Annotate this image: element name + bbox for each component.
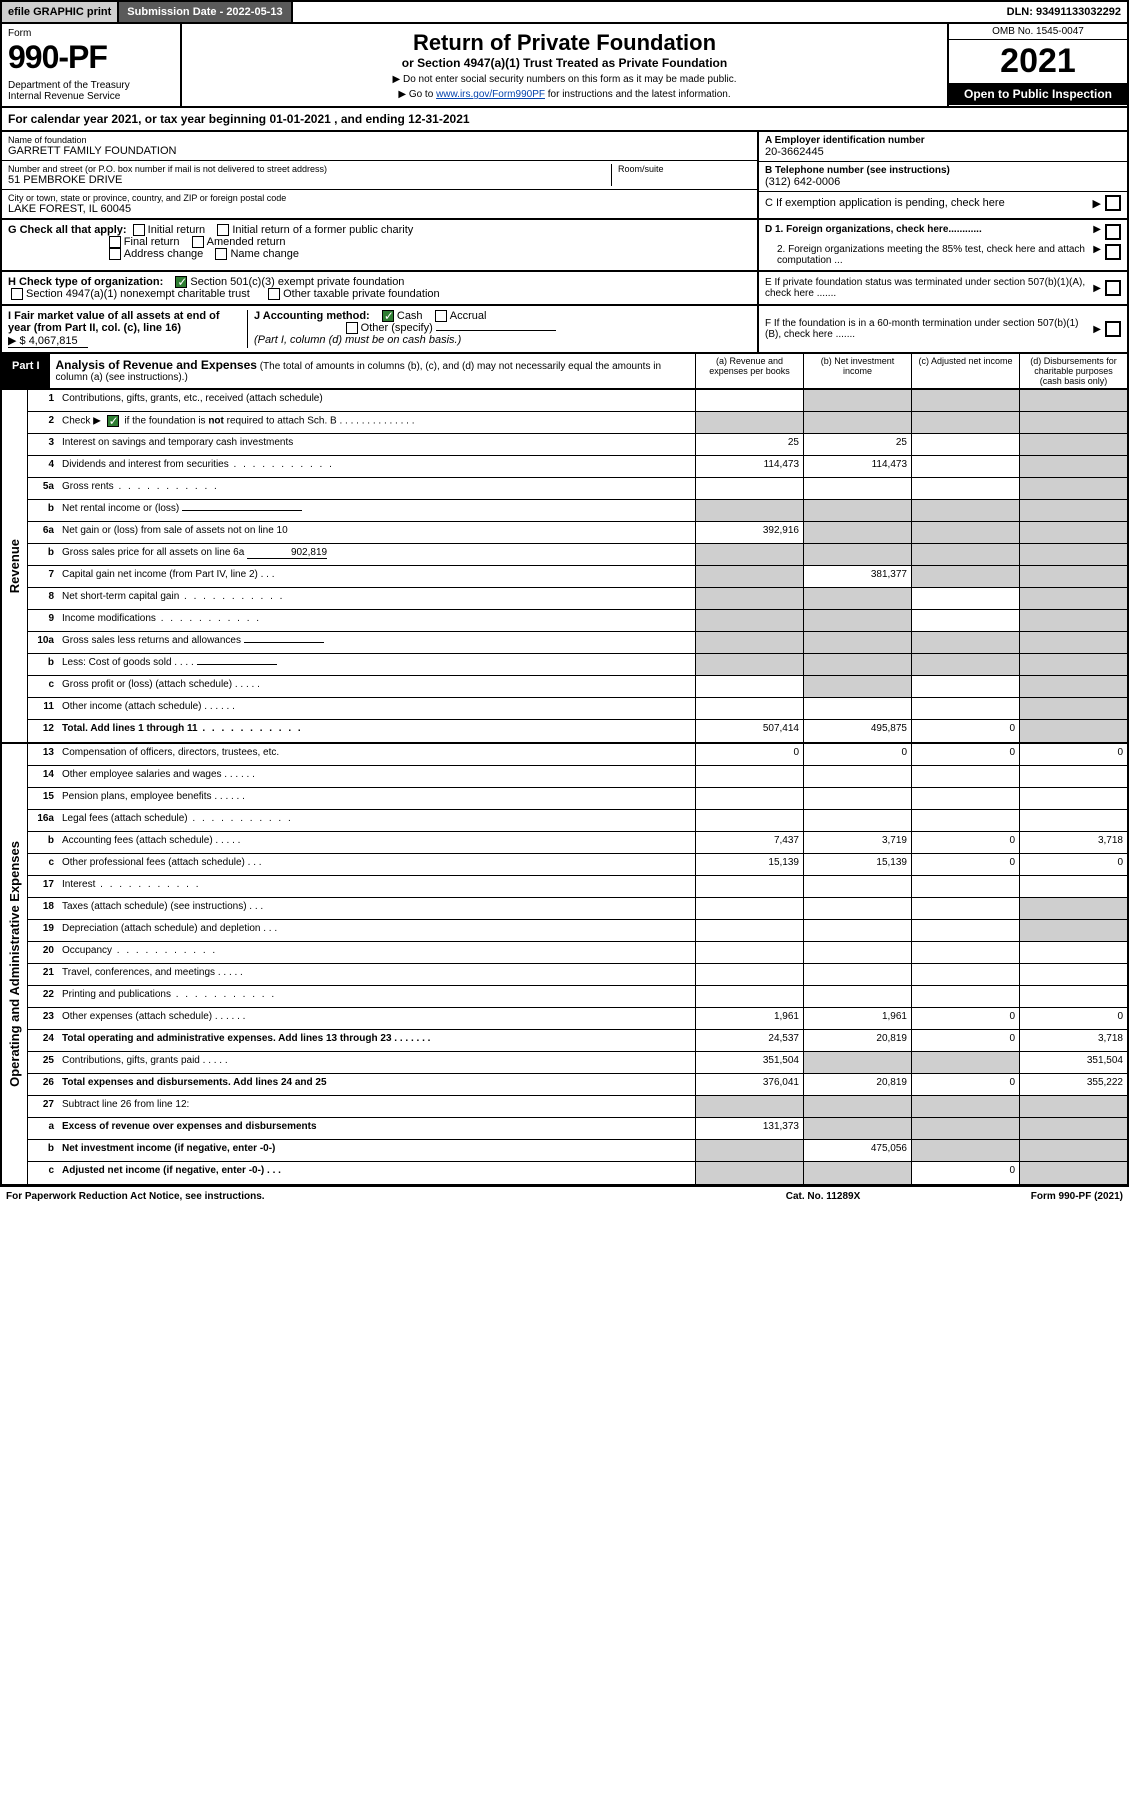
h-4947-cb[interactable] (11, 288, 23, 300)
footer-form: Form 990-PF (2021) (923, 1191, 1123, 1202)
revenue-table: Revenue 1Contributions, gifts, grants, e… (0, 390, 1129, 744)
tel-value: (312) 642-0006 (765, 176, 1121, 188)
d2-label: 2. Foreign organizations meeting the 85%… (765, 244, 1093, 266)
name-label: Name of foundation (8, 135, 751, 145)
expenses-side: Operating and Administrative Expenses (2, 744, 28, 1184)
omb-number: OMB No. 1545-0047 (949, 24, 1127, 40)
e-label: E If private foundation status was termi… (765, 277, 1093, 299)
col-a: (a) Revenue and expenses per books (695, 354, 803, 388)
dln: DLN: 93491133032292 (1001, 2, 1127, 22)
form-header: Form 990-PF Department of the Treasury I… (0, 24, 1129, 108)
tel-label: B Telephone number (see instructions) (765, 165, 1121, 176)
col-d: (d) Disbursements for charitable purpose… (1019, 354, 1127, 388)
d1-checkbox[interactable] (1105, 224, 1121, 240)
tax-year: 2021 (949, 40, 1127, 83)
open-inspection: Open to Public Inspection (949, 83, 1127, 105)
foundation-name: GARRETT FAMILY FOUNDATION (8, 145, 751, 157)
c-label: C If exemption application is pending, c… (765, 197, 1093, 209)
footer-left: For Paperwork Reduction Act Notice, see … (6, 1191, 723, 1202)
address-value: 51 PEMBROKE DRIVE (8, 174, 611, 186)
ein-value: 20-3662445 (765, 146, 1121, 158)
j-note: (Part I, column (d) must be on cash basi… (254, 334, 461, 346)
expenses-table: Operating and Administrative Expenses 13… (0, 744, 1129, 1186)
d1-label: D 1. Foreign organizations, check here..… (765, 224, 982, 235)
h-501c3-cb[interactable] (175, 276, 187, 288)
g-initial-former-cb[interactable] (217, 224, 229, 236)
revenue-side: Revenue (2, 390, 28, 742)
l2-cb[interactable] (107, 415, 119, 427)
department: Department of the Treasury Internal Reve… (8, 80, 174, 102)
form-number: 990-PF (8, 39, 174, 76)
g-initial-cb[interactable] (133, 224, 145, 236)
section-h-e: H Check type of organization: Section 50… (0, 272, 1129, 306)
i-label: I Fair market value of all assets at end… (8, 310, 220, 334)
irs-link[interactable]: www.irs.gov/Form990PF (436, 89, 545, 100)
topbar: efile GRAPHIC print Submission Date - 20… (0, 0, 1129, 24)
col-c: (c) Adjusted net income (911, 354, 1019, 388)
j-label: J Accounting method: (254, 310, 370, 322)
g-final-cb[interactable] (109, 236, 121, 248)
entity-info: Name of foundation GARRETT FAMILY FOUNDA… (0, 132, 1129, 220)
g-label: G Check all that apply: (8, 224, 127, 236)
d2-checkbox[interactable] (1105, 244, 1121, 260)
c-checkbox[interactable] (1105, 195, 1121, 211)
room-label: Room/suite (618, 164, 751, 174)
form-title: Return of Private Foundation (188, 30, 941, 56)
g-name-cb[interactable] (215, 248, 227, 260)
city-value: LAKE FOREST, IL 60045 (8, 203, 751, 215)
h-other-cb[interactable] (268, 288, 280, 300)
f-label: F If the foundation is in a 60-month ter… (765, 318, 1093, 340)
footer-cat: Cat. No. 11289X (723, 1191, 923, 1202)
note-ssn: ▶ Do not enter social security numbers o… (188, 74, 941, 85)
i-value: ▶ $ 4,067,815 (8, 334, 88, 348)
section-g-d: G Check all that apply: Initial return I… (0, 220, 1129, 272)
part1-title: Analysis of Revenue and Expenses (56, 358, 257, 372)
submission-date: Submission Date - 2022-05-13 (119, 2, 292, 22)
calendar-year: For calendar year 2021, or tax year begi… (0, 108, 1129, 132)
j-accrual-cb[interactable] (435, 310, 447, 322)
page-footer: For Paperwork Reduction Act Notice, see … (0, 1186, 1129, 1206)
g-address-cb[interactable] (109, 248, 121, 260)
col-b: (b) Net investment income (803, 354, 911, 388)
efile-label[interactable]: efile GRAPHIC print (2, 2, 119, 22)
f-checkbox[interactable] (1105, 321, 1121, 337)
address-label: Number and street (or P.O. box number if… (8, 164, 611, 174)
section-i-j-f: I Fair market value of all assets at end… (0, 306, 1129, 354)
part1-label: Part I (2, 354, 50, 388)
e-checkbox[interactable] (1105, 280, 1121, 296)
form-label: Form (8, 28, 174, 39)
part1-header: Part I Analysis of Revenue and Expenses … (0, 354, 1129, 390)
ein-label: A Employer identification number (765, 135, 1121, 146)
j-cash-cb[interactable] (382, 310, 394, 322)
form-subtitle: or Section 4947(a)(1) Trust Treated as P… (188, 56, 941, 70)
j-other-cb[interactable] (346, 322, 358, 334)
note-link: ▶ Go to www.irs.gov/Form990PF for instru… (188, 89, 941, 100)
h-label: H Check type of organization: (8, 276, 163, 288)
city-label: City or town, state or province, country… (8, 193, 751, 203)
g-amended-cb[interactable] (192, 236, 204, 248)
